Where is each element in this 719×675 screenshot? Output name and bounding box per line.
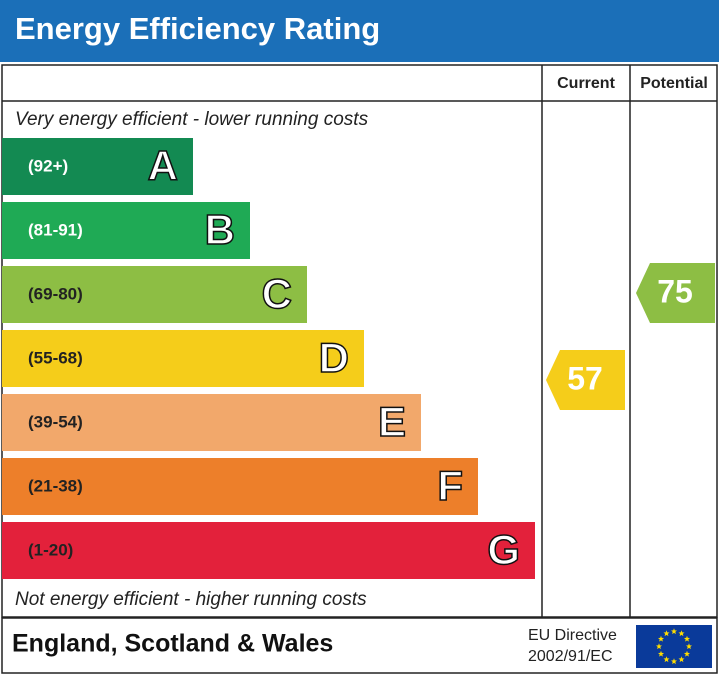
band-letter: F <box>437 462 463 509</box>
band-letter: D <box>319 334 349 381</box>
directive: EU Directive <box>528 627 617 644</box>
band-bar <box>2 138 193 195</box>
eu-star <box>678 630 685 637</box>
footer <box>1 617 718 674</box>
eu-star <box>686 643 692 650</box>
eu-star <box>658 650 665 657</box>
region: England, Scotland & Wales <box>12 630 333 658</box>
eu-star <box>656 643 662 650</box>
header-band <box>0 0 719 62</box>
band-letter: E <box>378 398 406 445</box>
column-header: Current <box>557 75 615 92</box>
eu-star <box>671 658 677 665</box>
band-bar <box>2 202 250 259</box>
column-header: Potential <box>640 75 708 92</box>
current-value: 57 <box>567 360 603 396</box>
potential-arrow <box>636 263 715 323</box>
bottom-note: Not energy efficient - higher running co… <box>15 589 367 610</box>
band-bar <box>2 266 307 323</box>
band-letter: B <box>205 206 235 253</box>
band-letter: C <box>262 270 292 317</box>
band-range: (69-80) <box>28 284 83 303</box>
band-letter: A <box>148 142 178 189</box>
band-range: (55-68) <box>28 348 83 367</box>
eu-star <box>683 635 690 642</box>
eu-star <box>658 635 665 642</box>
title: Energy Efficiency Rating <box>15 11 380 46</box>
band-bar <box>2 330 364 387</box>
potential-value: 75 <box>657 273 693 309</box>
band-range: (81-91) <box>28 220 83 239</box>
eu-star <box>663 656 670 663</box>
top-note: Very energy efficient - lower running co… <box>15 109 369 130</box>
eu-star <box>678 656 685 663</box>
band-range: (92+) <box>28 156 68 175</box>
band-bar <box>2 522 535 579</box>
eu-star <box>671 628 677 635</box>
band-bar <box>2 458 478 515</box>
band-bar <box>2 394 421 451</box>
directive: 2002/91/EC <box>528 648 613 665</box>
band-range: (1-20) <box>28 540 73 559</box>
eu-star <box>683 650 690 657</box>
band-letter: G <box>487 526 520 573</box>
band-range: (21-38) <box>28 476 83 495</box>
band-range: (39-54) <box>28 412 83 431</box>
current-arrow <box>546 350 625 410</box>
eu-star <box>663 630 670 637</box>
